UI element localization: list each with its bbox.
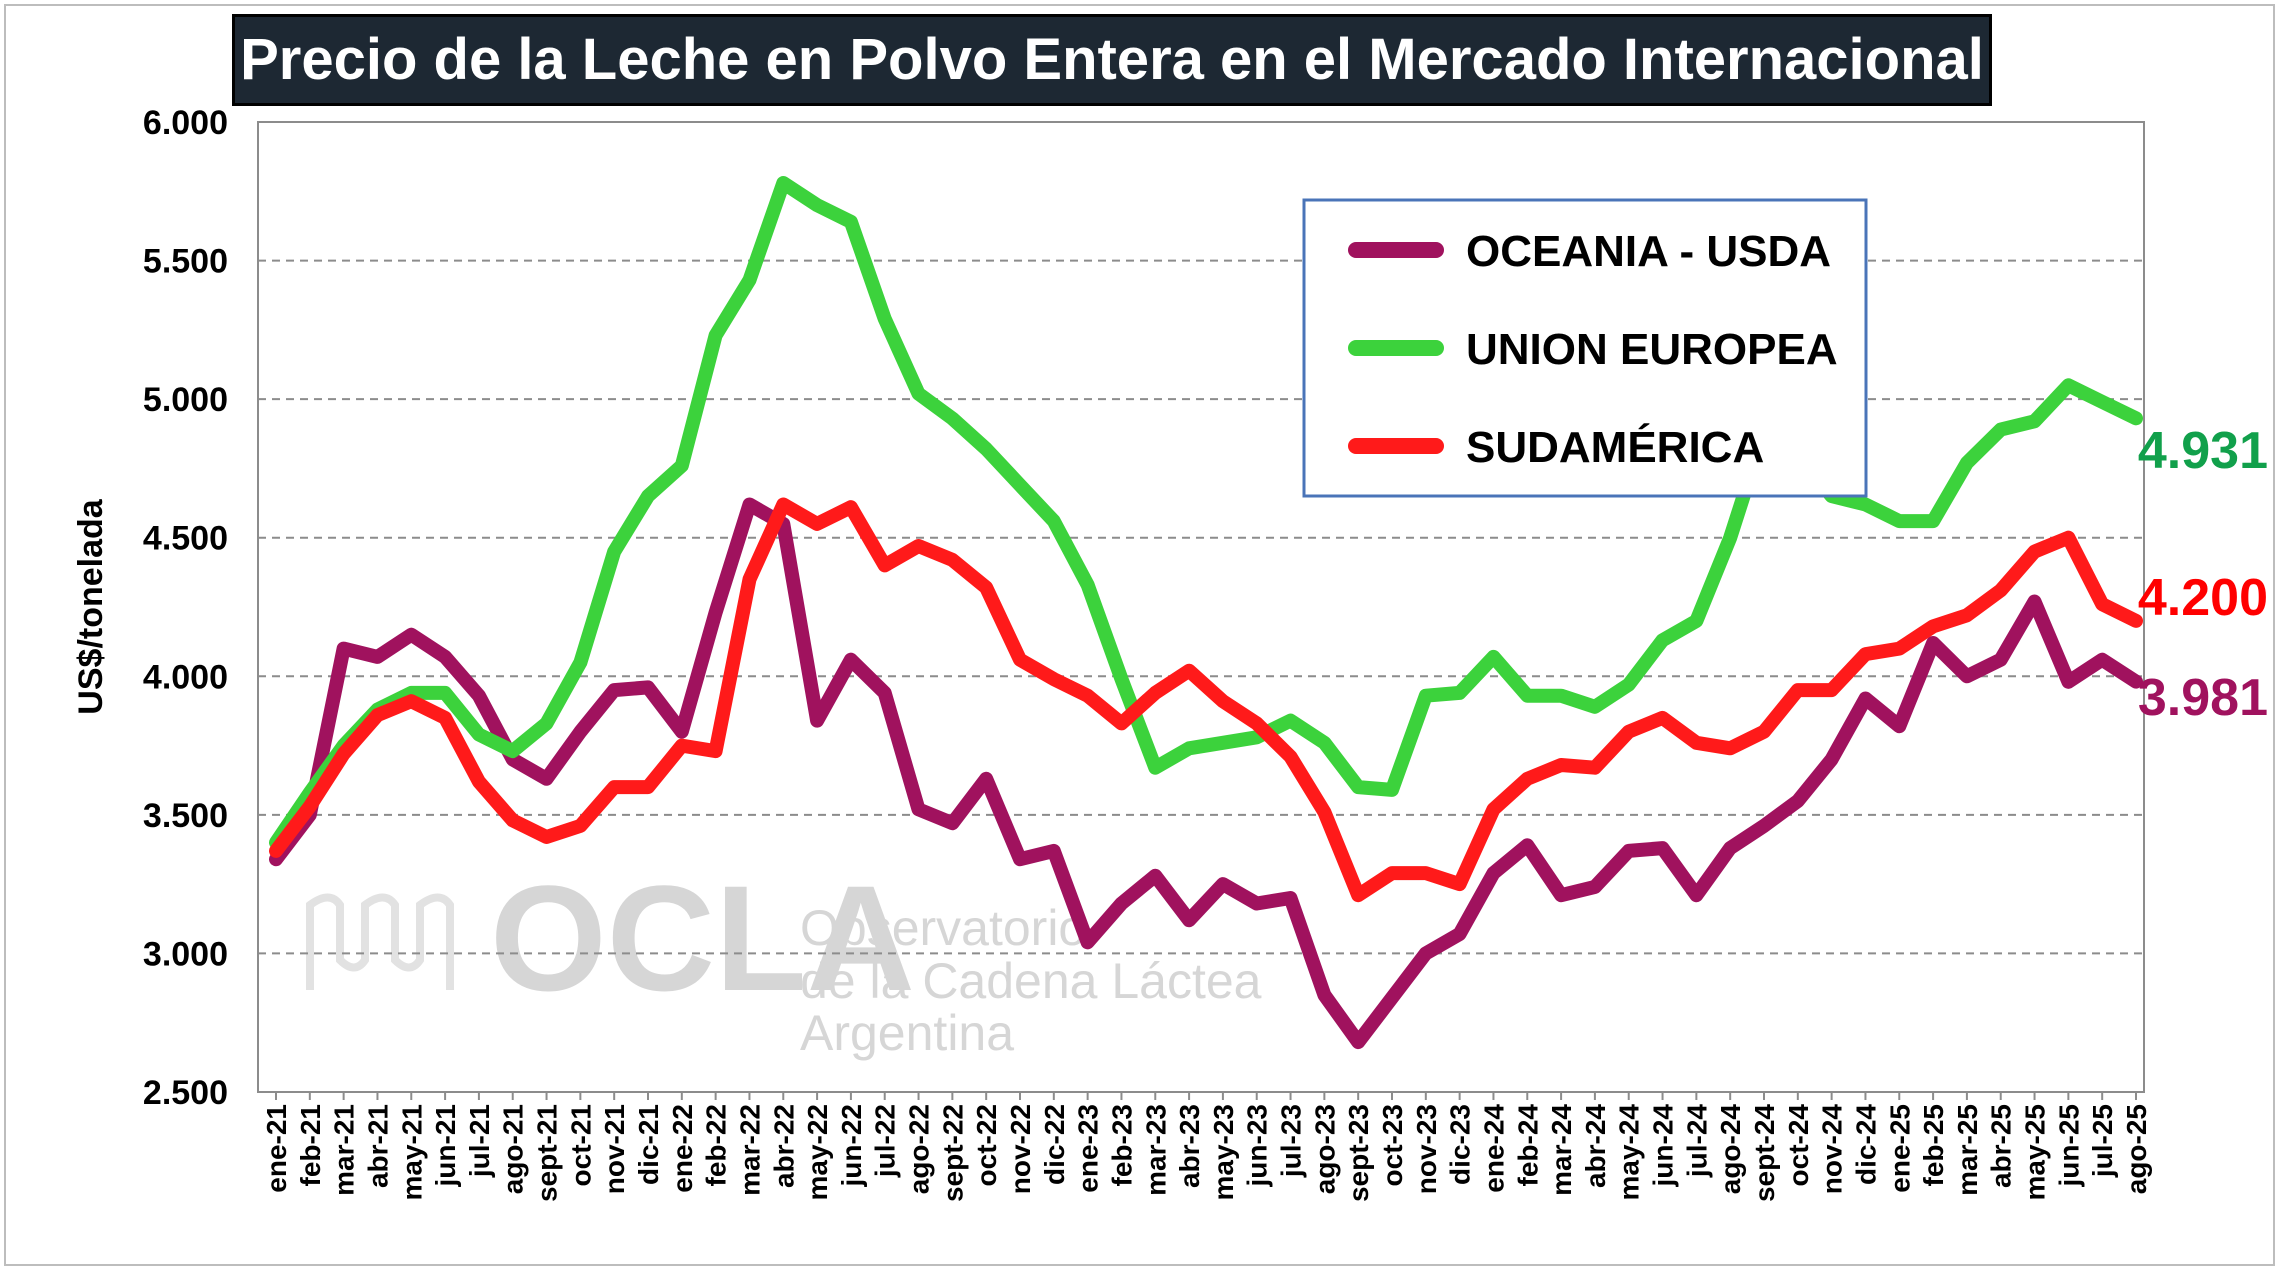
y-tick-label: 2.500 bbox=[143, 1074, 228, 1112]
x-tick-label: dic-24 bbox=[1850, 1104, 1881, 1185]
x-tick-label: jun-25 bbox=[2053, 1104, 2084, 1187]
y-tick-label: 5.500 bbox=[143, 243, 228, 281]
x-tick-label: jun-24 bbox=[1648, 1104, 1679, 1188]
y-tick-label: 5.000 bbox=[143, 381, 228, 419]
x-tick-label: dic-23 bbox=[1445, 1104, 1476, 1185]
y-tick-label: 3.000 bbox=[143, 935, 228, 973]
x-tick-label: ene-21 bbox=[261, 1104, 292, 1193]
x-tick-label: may-22 bbox=[802, 1104, 833, 1201]
x-tick-label: feb-24 bbox=[1512, 1104, 1543, 1187]
x-tick-label: mar-21 bbox=[329, 1104, 360, 1196]
y-axis-ticks: 2.500 3.000 3.500 4.000 4.500 5.000 5.500 6.000 bbox=[143, 104, 228, 1112]
legend-label-2: SUDAMÉRICA bbox=[1466, 422, 1764, 472]
x-tick-label: dic-22 bbox=[1039, 1104, 1070, 1185]
x-tick-label: mar-25 bbox=[1952, 1104, 1983, 1196]
legend-label-1: UNION EUROPEA bbox=[1466, 325, 1838, 374]
x-tick-label: may-25 bbox=[2020, 1104, 2051, 1201]
x-tick-label: feb-21 bbox=[295, 1104, 326, 1186]
legend: OCEANIA - USDA UNION EUROPEA SUDAMÉRICA bbox=[1302, 198, 1868, 498]
end-label-1: 4.200 bbox=[2138, 569, 2268, 627]
x-tick-label: sept-22 bbox=[937, 1104, 968, 1202]
x-tick-label: ene-23 bbox=[1073, 1104, 1104, 1193]
ocla-logo-wave bbox=[306, 893, 454, 990]
x-tick-label: abr-24 bbox=[1580, 1104, 1611, 1188]
chart-frame bbox=[4, 4, 2275, 1266]
x-tick-label: ene-25 bbox=[1884, 1104, 1915, 1193]
x-tick-label: jun-22 bbox=[836, 1104, 867, 1187]
x-tick-label: ago-24 bbox=[1715, 1104, 1746, 1195]
y-tick-label: 4.500 bbox=[143, 520, 228, 558]
x-tick-label: abr-25 bbox=[1986, 1104, 2017, 1188]
x-tick-label: jul-24 bbox=[1681, 1104, 1712, 1179]
x-tick-label: abr-22 bbox=[768, 1104, 799, 1188]
x-tick-label: ene-24 bbox=[1478, 1104, 1509, 1193]
x-tick-label: jul-21 bbox=[464, 1104, 495, 1178]
x-tick-label: may-21 bbox=[396, 1104, 427, 1201]
x-tick-label: feb-22 bbox=[701, 1104, 732, 1186]
x-tick-label: nov-22 bbox=[1005, 1104, 1036, 1194]
x-tick-label: nov-23 bbox=[1411, 1104, 1442, 1194]
end-value-labels: 4.931 4.200 3.981 bbox=[2138, 422, 2268, 727]
watermark-line3: Argentina bbox=[800, 1005, 1014, 1061]
y-axis-label: US$/tonelada bbox=[72, 498, 110, 714]
x-tick-label: jun-21 bbox=[430, 1104, 461, 1187]
x-tick-label: ago-22 bbox=[904, 1104, 935, 1194]
x-tick-label: dic-21 bbox=[633, 1104, 664, 1185]
x-tick-label: feb-23 bbox=[1106, 1104, 1137, 1186]
y-tick-label: 6.000 bbox=[143, 104, 228, 142]
x-tick-label: may-23 bbox=[1208, 1104, 1239, 1201]
x-tick-label: jul-25 bbox=[2087, 1104, 2118, 1178]
x-tick-label: may-24 bbox=[1614, 1104, 1645, 1201]
chart-title: Precio de la Leche en Polvo Entera en el… bbox=[232, 14, 1992, 106]
x-tick-label: mar-22 bbox=[734, 1104, 765, 1196]
watermark-logo-text: OCLA bbox=[490, 854, 915, 1022]
x-tick-label: ago-21 bbox=[498, 1104, 529, 1194]
legend-label-0: OCEANIA - USDA bbox=[1466, 227, 1831, 276]
watermark-line2: de la Cadena Láctea bbox=[800, 953, 1262, 1009]
x-tick-label: ago-23 bbox=[1309, 1104, 1340, 1194]
x-tick-label: sept-24 bbox=[1749, 1104, 1780, 1202]
x-tick-label: oct-24 bbox=[1783, 1104, 1814, 1187]
x-tick-label: mar-24 bbox=[1546, 1104, 1577, 1196]
y-tick-label: 3.500 bbox=[143, 797, 228, 835]
series-line-2 bbox=[269, 497, 2143, 903]
x-tick-label: jun-23 bbox=[1242, 1104, 1273, 1187]
x-tick-label: feb-25 bbox=[1918, 1104, 1949, 1186]
x-tick-label: sept-21 bbox=[532, 1104, 563, 1202]
x-tick-label: jul-23 bbox=[1276, 1104, 1307, 1178]
plot-area-border bbox=[257, 121, 2145, 1093]
x-axis-ticks: ene-21 feb-21 mar-21 abr-21 may-21 jun-21 jul-… bbox=[261, 1092, 2152, 1202]
end-label-0: 4.931 bbox=[2138, 422, 2268, 480]
x-tick-label: sept-23 bbox=[1343, 1104, 1374, 1202]
x-tick-label: mar-23 bbox=[1140, 1104, 1171, 1196]
x-tick-label: abr-21 bbox=[362, 1104, 393, 1188]
watermark-line1: Observatorio bbox=[800, 900, 1086, 956]
end-label-2: 3.981 bbox=[2138, 669, 2268, 727]
x-tick-label: nov-24 bbox=[1817, 1104, 1848, 1195]
x-tick-label: oct-21 bbox=[565, 1104, 596, 1186]
x-tick-label: oct-23 bbox=[1377, 1104, 1408, 1186]
x-tick-label: oct-22 bbox=[971, 1104, 1002, 1186]
x-tick-label: abr-23 bbox=[1174, 1104, 1205, 1188]
y-tick-label: 4.000 bbox=[143, 658, 228, 696]
series-line-0 bbox=[269, 497, 2143, 1050]
x-tick-label: nov-21 bbox=[599, 1104, 630, 1194]
x-tick-label: ene-22 bbox=[667, 1104, 698, 1193]
x-tick-label: ago-25 bbox=[2121, 1104, 2152, 1194]
x-tick-label: jul-22 bbox=[870, 1104, 901, 1178]
